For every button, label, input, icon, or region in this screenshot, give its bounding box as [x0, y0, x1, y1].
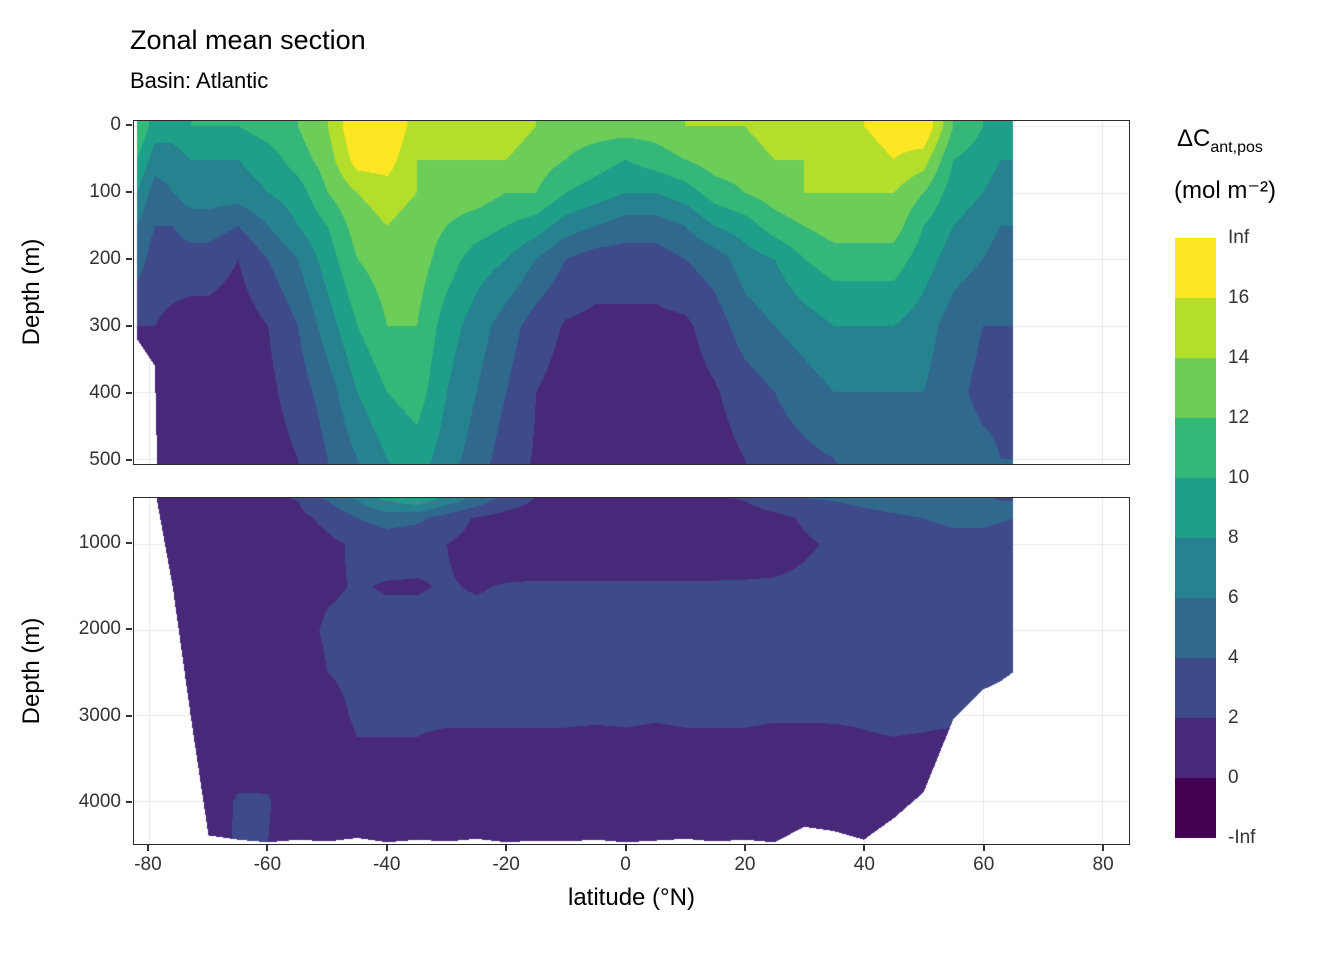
y-tick-label-upper: 300	[89, 314, 121, 336]
x-tick-mark	[146, 845, 149, 851]
legend-color-swatch	[1175, 778, 1216, 838]
legend-tick-label: 0	[1228, 767, 1239, 788]
legend-color-swatch	[1175, 418, 1216, 478]
y-tick-mark-upper	[126, 458, 132, 461]
x-tick-label: 0	[620, 854, 631, 875]
chart-title: Zonal mean section	[130, 25, 366, 55]
y-tick-mark-lower	[126, 800, 132, 803]
y-tick-mark-upper	[126, 124, 132, 127]
legend-color-swatch	[1175, 238, 1216, 298]
lower-panel-contour-canvas	[134, 498, 1129, 844]
legend-units: (mol m⁻²)	[1174, 177, 1276, 204]
legend-colorbar	[1175, 238, 1216, 838]
legend-color-swatch	[1175, 358, 1216, 418]
legend-color-swatch	[1175, 538, 1216, 598]
y-tick-label-upper: 0	[110, 114, 121, 136]
y-tick-label-lower: 1000	[78, 532, 121, 554]
y-tick-mark-upper	[126, 391, 132, 394]
y-tick-mark-upper	[126, 258, 132, 261]
y-tick-mark-lower	[126, 714, 132, 717]
legend-tick-label: Inf	[1228, 227, 1250, 248]
y-tick-label-upper: 100	[89, 181, 121, 203]
y-tick-label-upper: 500	[89, 448, 121, 470]
legend-tick-label: 8	[1228, 527, 1239, 548]
x-tick-mark	[863, 845, 866, 851]
lower-panel	[133, 497, 1130, 845]
x-tick-mark	[385, 845, 388, 851]
upper-panel	[133, 120, 1130, 465]
x-tick-label: 20	[734, 854, 756, 875]
y-axis-title-upper: Depth (m)	[18, 238, 45, 346]
legend-title-subscript: ant,pos	[1210, 138, 1263, 156]
x-axis-title: latitude (°N)	[568, 884, 695, 911]
x-tick-label: -20	[492, 854, 520, 875]
legend-title-main: ΔC	[1177, 125, 1211, 152]
y-tick-label-lower: 4000	[78, 790, 121, 812]
legend-tick-label: 16	[1228, 287, 1250, 308]
x-tick-mark	[266, 845, 269, 851]
x-tick-label: -80	[134, 854, 162, 875]
y-tick-label-lower: 3000	[78, 704, 121, 726]
legend-color-swatch	[1175, 658, 1216, 718]
legend-tick-label: 4	[1228, 647, 1239, 668]
y-axis-title-lower: Depth (m)	[18, 617, 45, 725]
legend-color-swatch	[1175, 718, 1216, 778]
x-tick-label: 40	[853, 854, 875, 875]
legend-tick-label: 12	[1228, 407, 1250, 428]
upper-panel-contour-canvas	[134, 121, 1129, 464]
legend-tick-label: 6	[1228, 587, 1239, 608]
x-tick-mark	[505, 845, 508, 851]
y-tick-label-upper: 200	[89, 248, 121, 270]
x-tick-label: 80	[1092, 854, 1114, 875]
x-tick-label: 60	[973, 854, 995, 875]
y-tick-mark-lower	[126, 542, 132, 545]
x-tick-label: -40	[372, 854, 401, 875]
x-tick-mark	[743, 845, 746, 851]
legend-tick-label: -Inf	[1228, 827, 1256, 848]
chart-subtitle: Basin: Atlantic	[130, 68, 269, 93]
legend-tick-label: 10	[1228, 467, 1250, 488]
legend-color-swatch	[1175, 598, 1216, 658]
legend-title: ΔCant,pos	[1177, 125, 1263, 157]
legend-color-swatch	[1175, 478, 1216, 538]
legend-tick-label: 14	[1228, 347, 1250, 368]
y-tick-mark-lower	[126, 628, 132, 631]
y-tick-mark-upper	[126, 191, 132, 194]
y-tick-label-lower: 2000	[78, 618, 121, 640]
x-tick-label: -60	[253, 854, 282, 875]
legend-color-swatch	[1175, 298, 1216, 358]
x-tick-mark	[1102, 845, 1105, 851]
y-tick-mark-upper	[126, 324, 132, 327]
y-tick-label-upper: 400	[89, 381, 121, 403]
x-tick-mark	[624, 845, 627, 851]
legend-tick-label: 2	[1228, 707, 1239, 728]
x-tick-mark	[982, 845, 985, 851]
